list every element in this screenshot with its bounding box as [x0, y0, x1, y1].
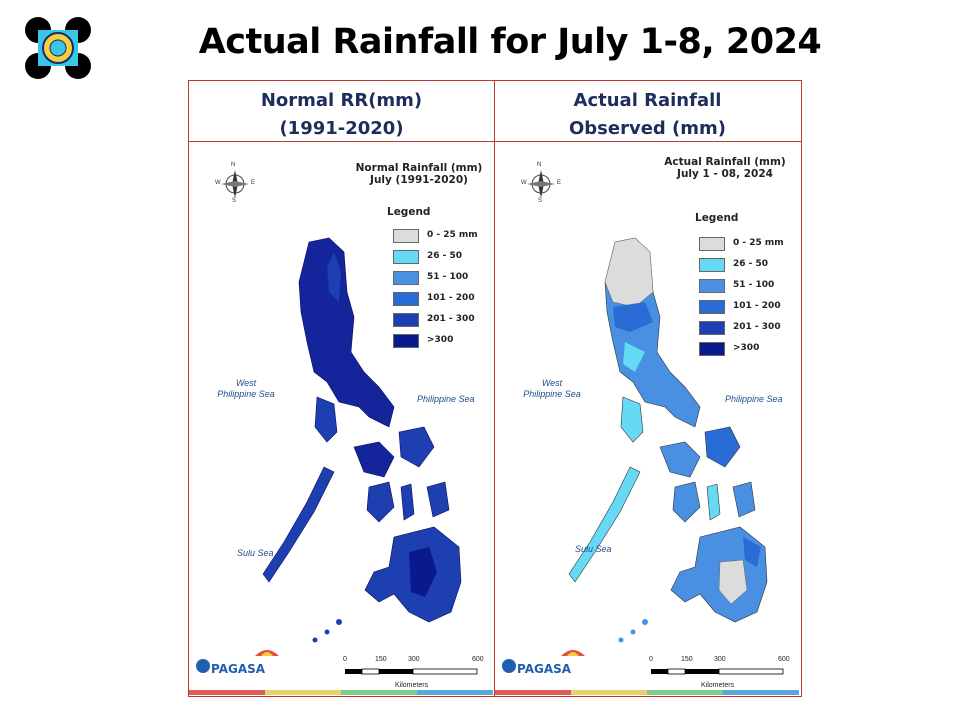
legend-swatch	[393, 334, 419, 348]
sulu-sea-label: Sulu Sea	[575, 544, 612, 554]
normal-column-header: Normal RR(mm) (1991-2020)	[189, 87, 494, 143]
legend-swatch	[393, 271, 419, 285]
legend-label: 101 - 200	[427, 293, 475, 303]
legend-swatch	[393, 313, 419, 327]
scale-tick: 300	[408, 656, 420, 663]
philippine-sea-label: Philippine Sea	[417, 394, 475, 404]
legend-swatch	[699, 321, 725, 335]
normal-map-title-line-2: July (1991-2020)	[370, 174, 468, 186]
west-sea-line-2: Philippine Sea	[523, 389, 581, 399]
pagasa-logo: PAGASA	[501, 646, 591, 686]
west-philippine-sea-label: West Philippine Sea	[517, 378, 587, 400]
compass-south-label: S	[538, 198, 543, 204]
west-sea-line-1: West	[235, 378, 257, 388]
sulu-sea-label: Sulu Sea	[237, 548, 274, 558]
legend-label: 26 - 50	[427, 251, 463, 261]
scale-bar	[345, 668, 478, 675]
legend-label: 26 - 50	[733, 259, 769, 269]
west-philippine-sea-label: West Philippine Sea	[211, 378, 281, 400]
legend-label: 201 - 300	[427, 314, 475, 324]
normal-header-line-1: Normal RR(mm)	[260, 90, 423, 111]
west-sea-line-2: Philippine Sea	[217, 389, 275, 399]
legend-swatch	[393, 292, 419, 306]
compass-north-label: N	[537, 162, 542, 168]
legend-label: 201 - 300	[733, 322, 781, 332]
normal-map-title: Normal Rainfall (mm) July (1991-2020)	[349, 162, 489, 186]
compass-east-label: E	[557, 180, 562, 186]
legend-label: 51 - 100	[427, 272, 469, 282]
compass-north-label: N	[231, 162, 236, 168]
legend-swatch	[393, 250, 419, 264]
philippines-landmass	[568, 237, 768, 643]
legend-swatch	[699, 237, 725, 251]
compass-west-label: W	[215, 180, 221, 186]
actual-header-line-1: Actual Rainfall	[573, 90, 722, 111]
scale-tick: 150	[375, 656, 387, 663]
scale-tick: 0	[343, 656, 347, 663]
philippine-sea-label: Philippine Sea	[725, 394, 783, 404]
compass-rose-icon	[221, 170, 249, 198]
scale-unit: Kilometers	[701, 682, 735, 689]
compass-south-label: S	[232, 198, 237, 204]
legend-swatch	[699, 342, 725, 356]
slide-title: Actual Rainfall for July 1-8, 2024	[198, 22, 822, 62]
scale-bar	[651, 668, 784, 675]
normal-legend-title: Legend	[387, 206, 431, 218]
actual-map-title-line-2: July 1 - 08, 2024	[677, 168, 773, 180]
pagasa-logo-text: PAGASA	[211, 662, 266, 676]
actual-legend-title: Legend	[695, 212, 739, 224]
pagasa-logo-text: PAGASA	[517, 662, 572, 676]
normal-rainfall-map: N W E S Normal Rainfall (mm) July (1991-…	[189, 142, 493, 697]
actual-column-header: Actual Rainfall Observed (mm)	[495, 87, 800, 143]
legend-swatch	[699, 258, 725, 272]
philippines-landmass	[262, 237, 462, 643]
scale-tick: 600	[778, 656, 790, 663]
scale-tick: 300	[714, 656, 726, 663]
normal-map-title-line-1: Normal Rainfall (mm)	[355, 162, 483, 174]
legend-label: >300	[733, 343, 760, 353]
normal-map-svg	[221, 170, 462, 643]
scale-tick: 0	[649, 656, 653, 663]
actual-map-svg	[527, 170, 768, 643]
scale-tick: 600	[472, 656, 484, 663]
legend-label: 101 - 200	[733, 301, 781, 311]
actual-map-title: Actual Rainfall (mm) July 1 - 08, 2024	[655, 156, 795, 180]
legend-label: 0 - 25 mm	[427, 230, 478, 240]
compass-rose-icon	[527, 170, 555, 198]
legend-label: 51 - 100	[733, 280, 775, 290]
color-strip	[495, 690, 799, 695]
compass-west-label: W	[521, 180, 527, 186]
legend-swatch	[699, 279, 725, 293]
actual-header-line-2: Observed (mm)	[568, 118, 727, 139]
legend-label: >300	[427, 335, 454, 345]
pagasa-logo: PAGASA	[195, 646, 285, 686]
west-sea-line-1: West	[541, 378, 563, 388]
normal-header-line-2: (1991-2020)	[279, 118, 404, 139]
compass-east-label: E	[251, 180, 256, 186]
pagasa-seal-logo	[24, 16, 92, 80]
row-divider	[189, 141, 801, 142]
legend-swatch	[393, 229, 419, 243]
comparison-table: Normal RR(mm) (1991-2020) Actual Rainfal…	[188, 80, 802, 697]
scale-tick: 150	[681, 656, 693, 663]
column-divider	[494, 81, 495, 696]
legend-label: 0 - 25 mm	[733, 238, 784, 248]
scale-unit: Kilometers	[395, 682, 429, 689]
actual-map-title-line-1: Actual Rainfall (mm)	[664, 156, 786, 168]
actual-rainfall-map: N W E S Actual Rainfall (mm) July 1 - 08…	[495, 142, 799, 697]
legend-swatch	[699, 300, 725, 314]
color-strip	[189, 690, 493, 695]
